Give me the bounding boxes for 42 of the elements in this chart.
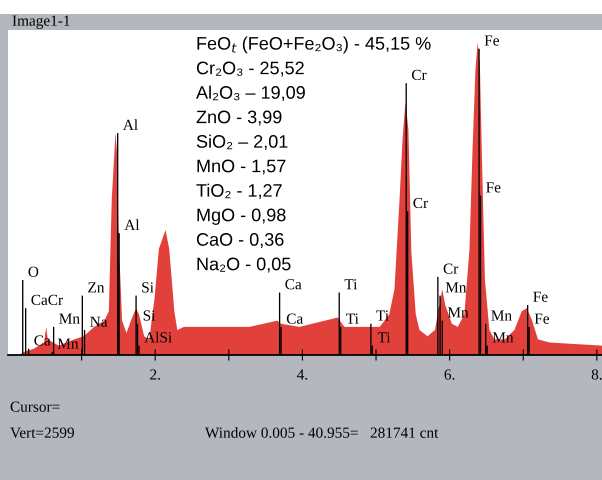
- annotation: O: [28, 266, 38, 277]
- annotation: Cr: [413, 198, 428, 208]
- annotation: Ti: [378, 332, 390, 342]
- annotation: AlSi: [144, 332, 172, 343]
- annotation: Ca: [286, 314, 303, 324]
- annotation: Fe: [486, 182, 500, 193]
- annotation: Fe: [534, 314, 550, 324]
- annotation: Ti: [346, 314, 359, 324]
- annotation: Al: [124, 219, 140, 230]
- chart-title: Image1-1: [12, 16, 70, 29]
- annotation: MnO - 1,57: [197, 160, 286, 174]
- annotation: Mn: [58, 338, 78, 349]
- annotation: Ca: [285, 279, 302, 290]
- annotation: MgO - 0,98: [197, 208, 286, 225]
- annotation: Na₂O - 0,05: [197, 258, 291, 272]
- annotation: TiO₂ - 1,27: [196, 184, 282, 199]
- annotation: Al: [122, 119, 138, 130]
- annotation: Fe: [484, 35, 499, 46]
- annotation: Zn: [88, 282, 104, 292]
- annotation: Mn: [491, 310, 512, 320]
- annotation: Cr₂O₃ - 25,52: [196, 62, 304, 76]
- x-tick-label: 8.: [592, 369, 602, 380]
- x-tick-label: 4.: [296, 369, 308, 380]
- annotation: Ti: [344, 279, 358, 290]
- annotation: Mn: [446, 282, 466, 292]
- annotation: CaCr: [31, 294, 63, 306]
- annotation: Mn: [59, 314, 80, 324]
- annotation: Ti: [376, 310, 389, 320]
- annotation: Cr: [444, 264, 458, 274]
- annotation: Cr: [412, 70, 427, 80]
- annotation: Al₂O₃ – 19,09: [196, 86, 305, 101]
- annotation: SiO₂ – 2,01: [196, 134, 288, 150]
- text: Cursor=: [10, 402, 60, 412]
- annotation: Fe: [533, 292, 548, 302]
- annotation: FeO$_{t}$ (FeO+Fe₂O₃) - 45,15 %: [197, 36, 431, 54]
- annotation: ZnO - 3,99: [196, 110, 282, 126]
- x-tick-label: 6.: [444, 369, 454, 380]
- annotation: Si: [142, 282, 154, 293]
- annotation: CaO - 0,36: [196, 233, 284, 248]
- text: Vert=2599: [10, 428, 74, 438]
- x-tick-label: 2.: [150, 369, 160, 380]
- text: Window 0.005 - 40.955= 281741 cnt: [205, 427, 438, 438]
